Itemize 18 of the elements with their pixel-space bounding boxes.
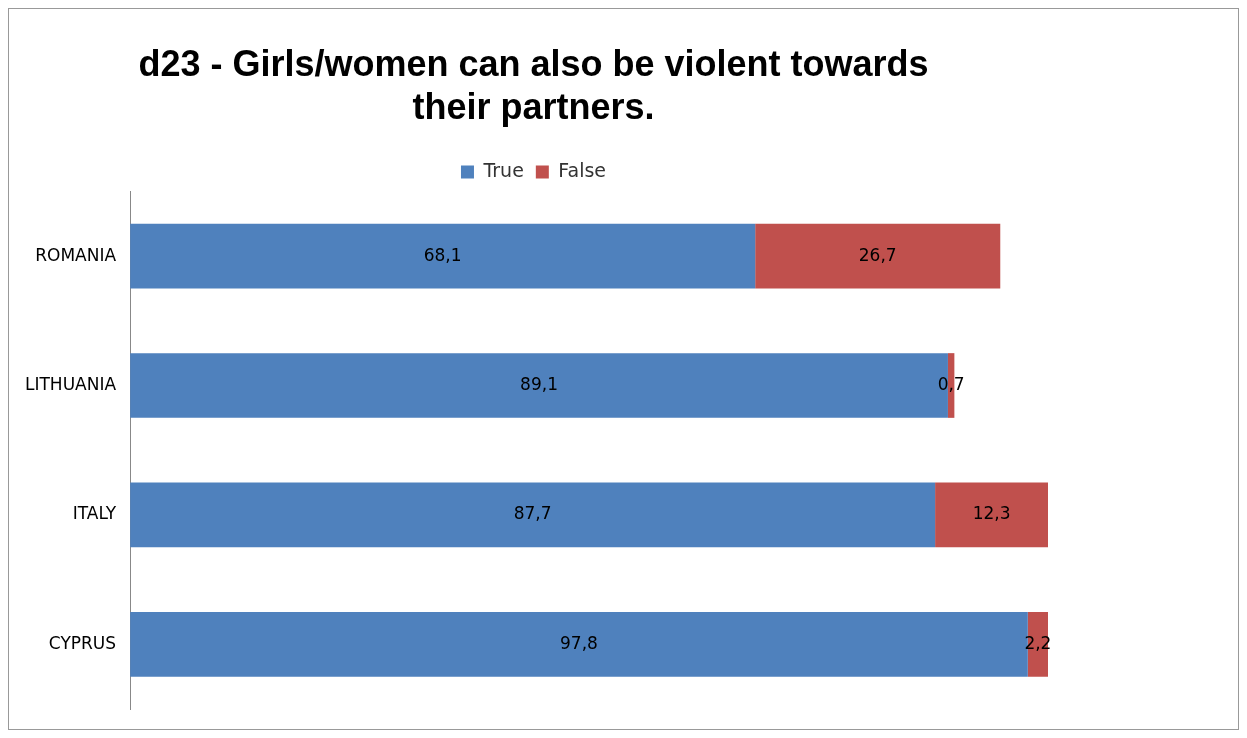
data-label: 87,7 bbox=[513, 503, 552, 524]
data-label: 12,3 bbox=[972, 503, 1011, 524]
data-label: 97,8 bbox=[560, 632, 598, 653]
legend-label: True bbox=[482, 158, 524, 181]
bar bbox=[130, 223, 756, 289]
legend-label: False bbox=[558, 158, 607, 181]
bar bbox=[755, 223, 1001, 289]
y-tick-label: ITALY bbox=[72, 503, 117, 524]
data-label: 89,1 bbox=[520, 373, 558, 394]
y-tick-label: CYPRUS bbox=[48, 632, 117, 653]
bar bbox=[130, 482, 936, 548]
data-label: 68,1 bbox=[423, 244, 462, 265]
y-tick-label: LITHUANIA bbox=[24, 373, 117, 394]
data-label: 0,7 bbox=[937, 373, 965, 394]
bar bbox=[935, 482, 1048, 548]
y-tick-label: ROMANIA bbox=[35, 244, 117, 265]
chart-title: d23 - Girls/women can also be violent towards their partners. bbox=[138, 42, 929, 127]
data-label: 26,7 bbox=[858, 244, 897, 265]
